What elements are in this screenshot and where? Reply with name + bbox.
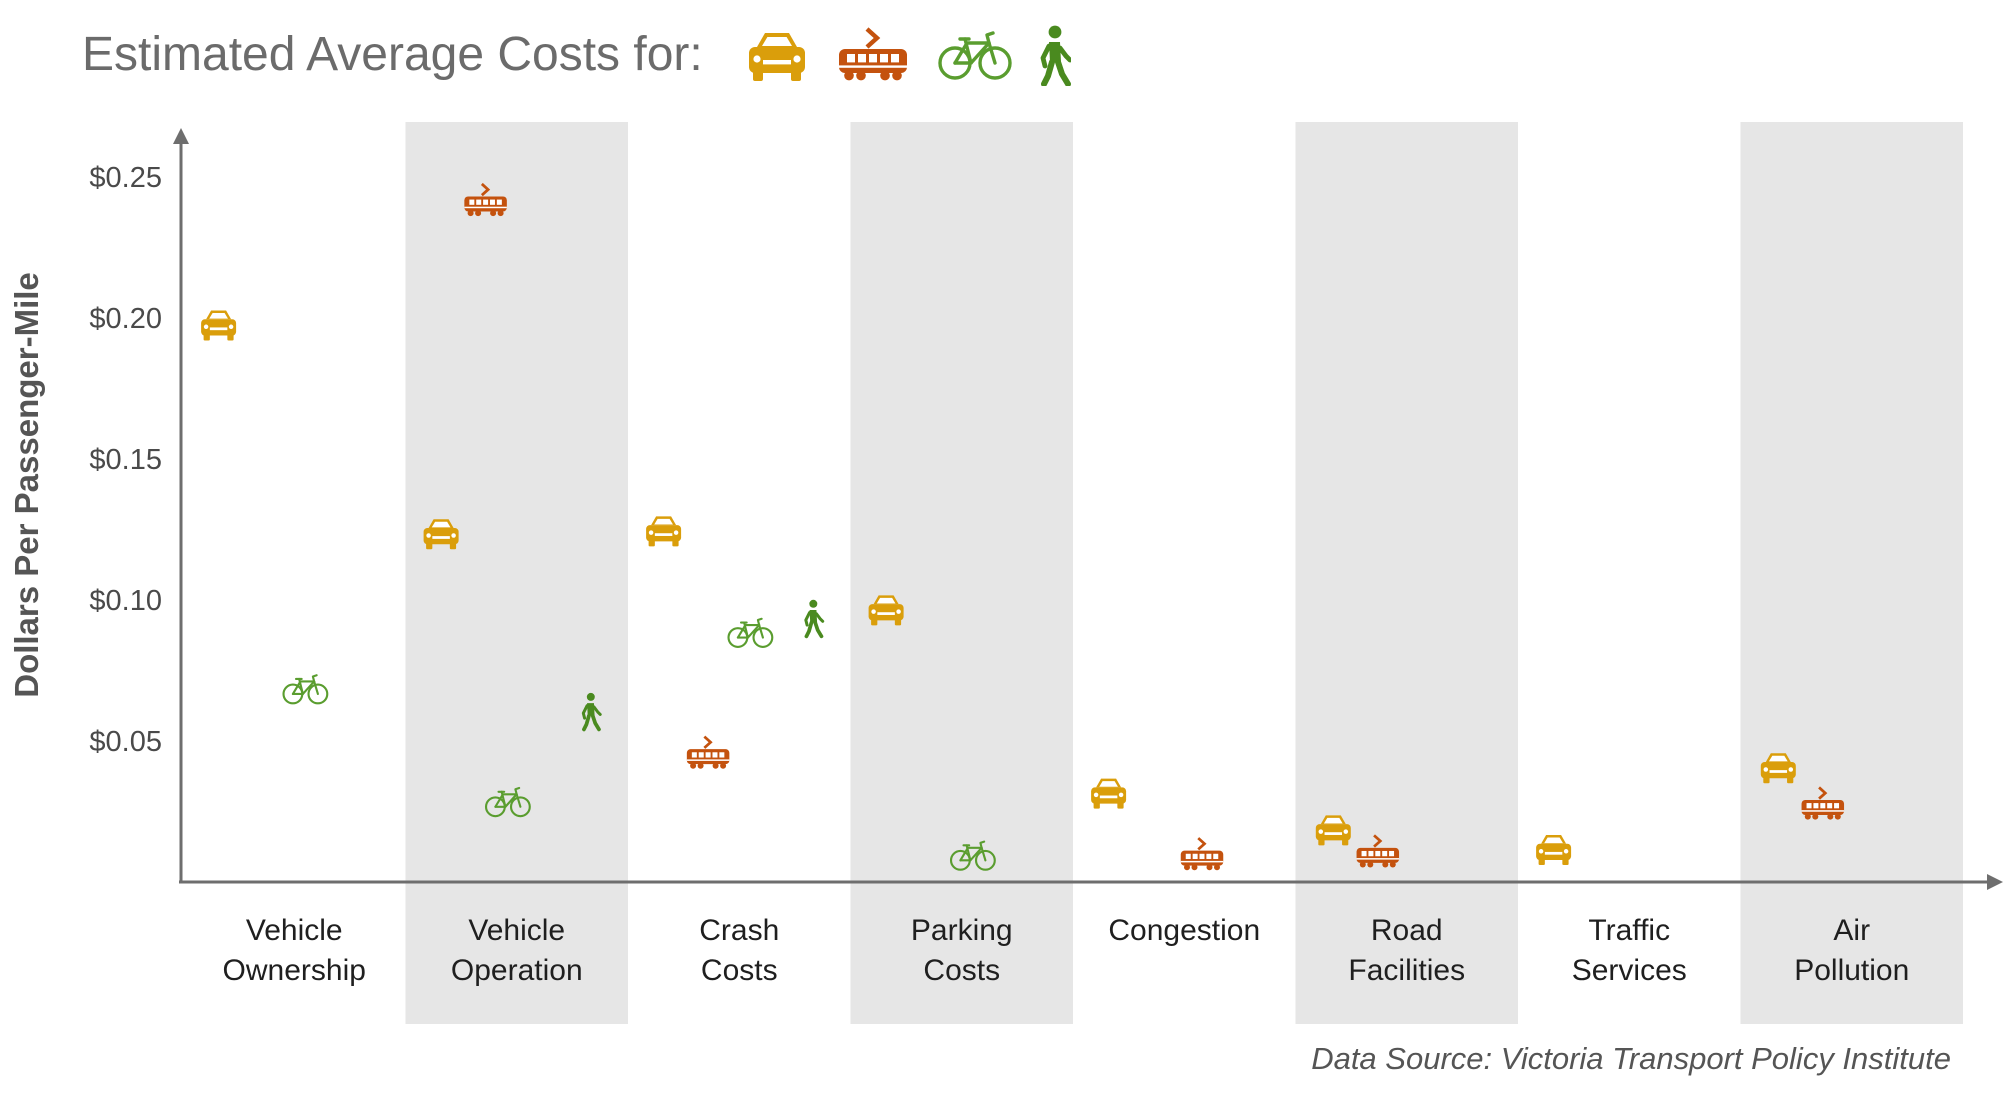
data-points xyxy=(201,182,1845,871)
y-tick-label: $0.10 xyxy=(89,585,162,617)
category-label: Road Facilities xyxy=(1348,914,1465,987)
streetcar-icon xyxy=(838,27,907,81)
car-point xyxy=(646,516,682,547)
category-label-line: Costs xyxy=(923,954,1000,987)
category-label-line: Crash xyxy=(699,914,779,947)
category-label-line: Congestion xyxy=(1108,914,1260,947)
category-label-line: Traffic xyxy=(1588,914,1670,947)
category-label-line: Vehicle xyxy=(468,914,565,947)
category-label: Congestion xyxy=(1108,914,1260,947)
streetcar-point xyxy=(1180,837,1224,871)
category-bands xyxy=(405,122,1963,1024)
car-point xyxy=(423,519,459,550)
y-axis-label: Dollars Per Passenger-Mile xyxy=(8,272,45,698)
y-tick-label: $0.15 xyxy=(89,444,162,476)
car-point xyxy=(868,595,904,626)
category-label: Vehicle Ownership xyxy=(223,914,366,987)
bicycle-point xyxy=(282,674,329,705)
title-legend-icons xyxy=(743,22,1093,86)
car-point xyxy=(1091,778,1127,809)
streetcar-point xyxy=(686,735,730,769)
category-band xyxy=(1740,122,1963,1024)
pedestrian-icon xyxy=(1040,25,1071,86)
x-axis-arrow xyxy=(1987,874,2003,890)
category-label-line: Facilities xyxy=(1348,954,1465,987)
category-label-line: Costs xyxy=(701,954,778,987)
category-label-line: Air xyxy=(1833,914,1870,947)
y-tick-label: $0.20 xyxy=(89,303,162,335)
category-band xyxy=(850,122,1073,1024)
data-source-note: Data Source: Victoria Transport Policy I… xyxy=(1311,1041,1951,1076)
streetcar-point xyxy=(464,182,507,217)
category-band xyxy=(1295,122,1518,1024)
category-band xyxy=(405,122,628,1024)
car-point xyxy=(1760,753,1796,784)
bicycle-icon xyxy=(938,31,1012,80)
category-label-line: Pollution xyxy=(1794,954,1909,987)
y-tick-labels: $0.05 $0.10 $0.15 $0.20 $0.25 xyxy=(89,162,162,758)
y-tick-label: $0.05 xyxy=(89,726,162,758)
category-label: Parking Costs xyxy=(911,914,1013,987)
y-axis-arrow xyxy=(173,128,189,144)
bicycle-point xyxy=(727,617,774,648)
category-label-line: Ownership xyxy=(223,954,366,987)
category-label-line: Vehicle xyxy=(246,914,343,947)
title-row: Estimated Average Costs for: xyxy=(82,22,1093,86)
bicycle-point xyxy=(949,840,996,871)
category-labels: Vehicle Ownership Vehicle Operation Crash Cos… xyxy=(223,914,1910,987)
y-tick-label: $0.25 xyxy=(89,162,162,194)
category-label-line: Road xyxy=(1371,914,1443,947)
category-label: Traffic Services xyxy=(1572,914,1687,987)
category-label: Air Pollution xyxy=(1794,914,1909,987)
car-point xyxy=(201,310,237,341)
category-label: Vehicle Operation xyxy=(451,914,583,987)
bicycle-point xyxy=(484,786,531,818)
category-label-line: Parking xyxy=(911,914,1013,947)
category-label: Crash Costs xyxy=(699,914,779,987)
car-point xyxy=(1536,835,1572,866)
car-icon xyxy=(748,33,805,81)
car-point xyxy=(1315,815,1351,846)
pedestrian-point xyxy=(804,599,825,639)
category-label-line: Operation xyxy=(451,954,583,987)
axes xyxy=(173,128,2003,890)
streetcar-point xyxy=(1801,786,1845,820)
category-label-line: Services xyxy=(1572,954,1687,987)
streetcar-point xyxy=(1356,834,1400,868)
pedestrian-point xyxy=(581,692,602,732)
chart-title: Estimated Average Costs for: xyxy=(82,27,703,81)
